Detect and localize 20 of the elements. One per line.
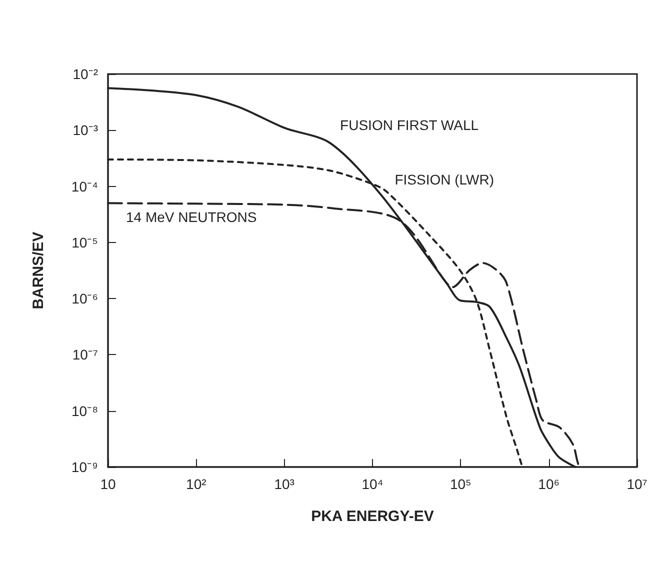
- y-tick-label: 10⁻³: [72, 122, 98, 138]
- y-tick-label: 10⁻⁷: [72, 346, 98, 363]
- y-tick-label: 10⁻⁸: [72, 402, 98, 419]
- y-tick-label: 10⁻⁴: [71, 178, 98, 194]
- x-tick-label: 10³: [274, 476, 295, 492]
- x-tick-label: 10²: [186, 476, 207, 492]
- series-label: 14 MeV NEUTRONS: [126, 209, 257, 226]
- y-tick-label: 10⁻²: [72, 66, 98, 82]
- x-axis-title: PKA ENERGY-EV: [311, 508, 434, 525]
- series-label: FUSION FIRST WALL: [340, 117, 479, 134]
- x-tick-label: 10⁴: [362, 476, 384, 492]
- y-axis-title: BARNS/EV: [30, 232, 47, 310]
- x-tick-label: 10⁷: [626, 476, 648, 492]
- y-tick-label: 10⁻⁶: [72, 290, 98, 307]
- y-tick-label: 10⁻⁵: [72, 234, 98, 250]
- x-tick-label: 10: [100, 476, 116, 492]
- x-tick-label: 10⁵: [450, 476, 472, 492]
- y-tick-label: 10⁻⁹: [71, 459, 98, 475]
- x-tick-label: 10⁶: [538, 476, 560, 492]
- series-label: FISSION (LWR): [394, 172, 494, 188]
